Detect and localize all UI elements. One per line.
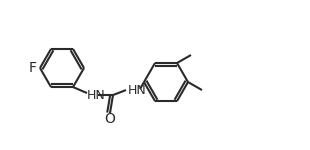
Text: HN: HN xyxy=(128,84,147,97)
Text: F: F xyxy=(29,61,37,75)
Text: HN: HN xyxy=(87,88,106,102)
Text: O: O xyxy=(104,112,115,126)
